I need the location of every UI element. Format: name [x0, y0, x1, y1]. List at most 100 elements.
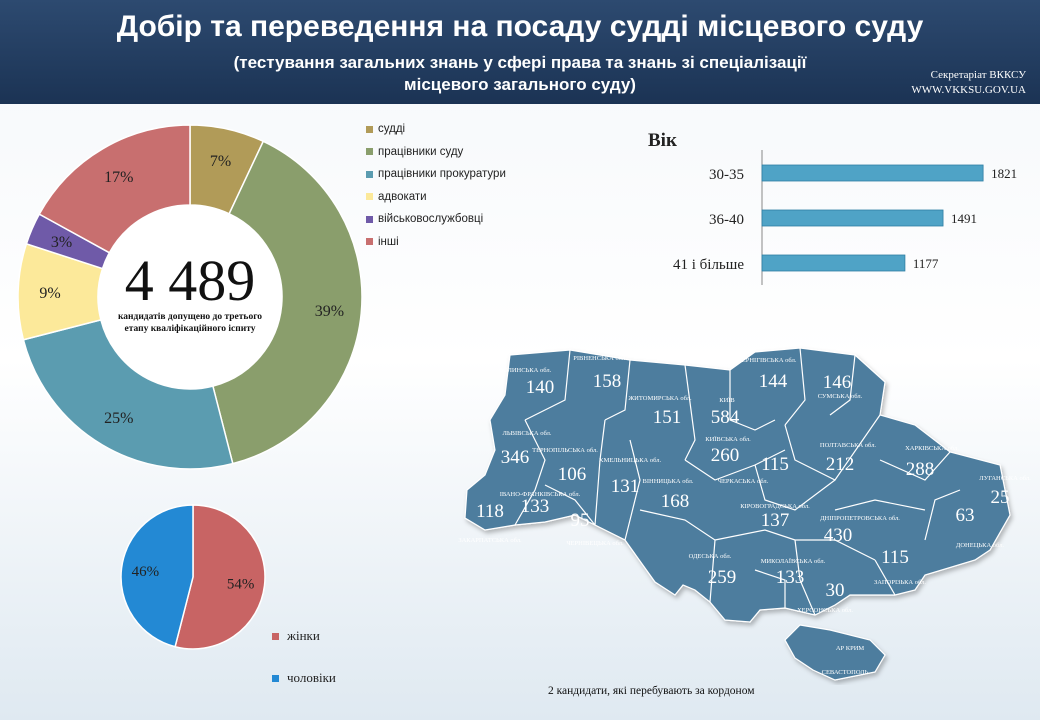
- category-label-інші: 17%: [104, 169, 133, 186]
- map-value-3: 151: [653, 407, 682, 428]
- age-category-label: 41 і більше: [673, 257, 744, 273]
- gender-pie-chart: 54% 46%: [120, 504, 266, 650]
- map-value-22: 259: [708, 567, 737, 588]
- age-value-label: 1821: [991, 166, 1017, 181]
- map-value-10: 260: [711, 445, 740, 466]
- header-banner: Добір та переведення на посаду судді міс…: [0, 0, 1040, 104]
- crimea-shape: [784, 624, 886, 681]
- donut-hole: [98, 205, 282, 389]
- map-region-name-16: ІВАНО-ФРАНКІВСЬКА обл.: [500, 491, 581, 498]
- age-bars: 30-35 1821 36-40 1491 41 і більше 1177: [673, 164, 1017, 273]
- category-legend-item-працівники-суду: працівники суду: [366, 141, 506, 164]
- map-value-1: 140: [526, 377, 555, 398]
- map-region-name-11: ЧЕРКАСЬКА обл.: [718, 478, 769, 485]
- category-legend-item-адвокати: адвокати: [366, 186, 506, 209]
- category-legend-label: працівники прокуратури: [378, 168, 506, 181]
- map-value-9: 131: [611, 476, 640, 497]
- map-value-15: 118: [476, 501, 504, 522]
- category-label-військовослужбовці: 3%: [51, 234, 72, 251]
- map-region-name-26: АР КРИМ: [836, 645, 865, 652]
- map-value-2: 158: [593, 371, 622, 392]
- organization-website: WWW.VKKSU.GOV.UA: [911, 84, 1026, 96]
- age-bar-30-35: [761, 164, 984, 182]
- gender-legend-swatch: [272, 632, 279, 640]
- age-chart-title: Вік: [648, 130, 677, 151]
- donut-caption-line-2: етапу кваліфікаційного іспиту: [124, 323, 255, 334]
- category-donut-chart: 4 489 кандидатів допущено до третього ет…: [17, 124, 363, 470]
- map-value-5: 144: [759, 371, 788, 392]
- map-value-23: 133: [776, 567, 805, 588]
- map-value-20: 430: [824, 525, 853, 546]
- map-region-name-3: ЖИТОМИРСЬКА обл.: [628, 395, 692, 402]
- gender-slices: [120, 504, 266, 650]
- gender-slice-чоловіки: [120, 504, 194, 648]
- gender-legend-item-чоловіки: чоловіки: [272, 657, 336, 699]
- category-legend-label: працівники суду: [378, 145, 464, 158]
- gender-label-чоловіки: 46%: [132, 564, 160, 580]
- map-region-name-12: ПОЛТАВСЬКА обл.: [820, 442, 877, 449]
- gender-legend: жінки чоловіки: [272, 615, 336, 699]
- map-region-name-10: КИЇВСЬКА обл.: [705, 436, 751, 443]
- map-region-name-20: ДНІПРОПЕТРОВСЬКА обл.: [820, 515, 900, 522]
- map-region-name-1: ВОЛИНСЬКА обл.: [499, 367, 552, 374]
- category-legend-item-судді: судді: [366, 118, 506, 141]
- map-shapes: [464, 347, 1011, 681]
- subtitle-line-1: (тестування загальних знань у сфері прав…: [233, 53, 807, 72]
- category-legend-swatch: [366, 125, 373, 133]
- map-region-name-8: ТЕРНОПІЛЬСЬКА обл.: [532, 447, 598, 454]
- map-region-name-6: СУМСЬКА обл.: [818, 393, 863, 400]
- category-legend-swatch: [366, 193, 373, 201]
- category-legend-item-працівники-прокуратури: працівники прокуратури: [366, 163, 506, 186]
- map-value-14: 25: [991, 487, 1010, 508]
- age-value-label: 1177: [913, 256, 939, 271]
- gender-legend-label: жінки: [287, 628, 320, 643]
- category-legend-label: інші: [378, 235, 399, 248]
- page-title: Добір та переведення на посаду судді міс…: [116, 10, 924, 43]
- map-region-names: ВОЛИНСЬКА обл. РІВНЕНСЬКА обл. ЖИТОМИРСЬКА…: [458, 355, 1031, 676]
- gender-legend-item-жінки: жінки: [272, 615, 336, 657]
- category-legend-label: військовослужбовці: [378, 213, 484, 226]
- map-region-name-2: РІВНЕНСЬКА обл.: [573, 355, 627, 362]
- category-label-адвокати: 9%: [39, 285, 60, 302]
- map-region-name-7: ЛЬВІВСЬКА обл.: [503, 430, 552, 437]
- map-region-name-14: ЛУГАНСЬКА обл.: [979, 475, 1031, 482]
- age-bar-36-40: [761, 209, 944, 227]
- map-region-name-23: МИКОЛАЇВСЬКА обл.: [761, 558, 826, 565]
- map-region-name-24: ЗАПОРІЗЬКА обл.: [874, 579, 926, 586]
- map-region-name-4: КИЇВ: [719, 397, 735, 404]
- category-legend-swatch: [366, 238, 373, 246]
- map-region-name-27: СЕВАСТОПОЛЬ: [822, 669, 869, 676]
- map-value-24: 115: [881, 547, 909, 568]
- footnote-abroad: 2 кандидати, які перебувають за кордоном: [548, 685, 755, 697]
- donut-total: 4 489: [125, 248, 256, 313]
- gender-label-жінки: 54%: [227, 576, 255, 592]
- map-value-17: 95: [571, 510, 590, 531]
- category-legend-item-військовослужбовці: військовослужбовці: [366, 208, 506, 231]
- map-region-name-13: ХАРКІВСЬКА обл.: [905, 445, 959, 452]
- category-legend-label: судді: [378, 123, 406, 136]
- gender-labels: 54% 46%: [132, 564, 255, 592]
- organization-info: Секретаріат ВККСУ WWW.VKKSU.GOV.UA: [911, 68, 1026, 98]
- category-label-працівники-прокуратури: 25%: [104, 410, 133, 427]
- category-legend-swatch: [366, 170, 373, 178]
- organization-name: Секретаріат ВККСУ: [930, 69, 1026, 81]
- page-subtitle: (тестування загальних знань у сфері прав…: [0, 52, 1040, 96]
- map-value-18: 168: [661, 491, 690, 512]
- map-value-12: 212: [826, 454, 855, 475]
- map-region-name-22: ОДЕСЬКА обл.: [689, 553, 732, 560]
- map-region-name-19: КІРОВОГРАДСЬКА обл.: [740, 503, 810, 510]
- age-bar-chart: Вік 30-35 1821 36-40 1491 41 і більше 1177: [648, 130, 1017, 285]
- map-value-7: 346: [501, 447, 530, 468]
- donut-labels: 7% 39% 25% 9% 3% 17%: [39, 153, 344, 427]
- donut-legend: судді працівники суду працівники прокурату…: [366, 118, 506, 253]
- map-region-name-17: ЧЕРНІВЕЦЬКА обл.: [566, 540, 624, 547]
- map-region-name-25: ХЕРСОНСЬКА обл.: [797, 607, 853, 614]
- donut-slices: [17, 124, 363, 470]
- map-value-8: 106: [558, 464, 587, 485]
- age-category-label: 36-40: [709, 212, 744, 228]
- category-legend-item-інші: інші: [366, 231, 506, 254]
- category-legend-swatch: [366, 215, 373, 223]
- map-region-name-9: ХМЕЛЬНИЦЬКА обл.: [599, 457, 662, 464]
- map-region-values: 140 158 151 584 144 146 346 106 131 260 115 212 288 2…: [476, 371, 1009, 601]
- gender-legend-label: чоловіки: [287, 670, 336, 685]
